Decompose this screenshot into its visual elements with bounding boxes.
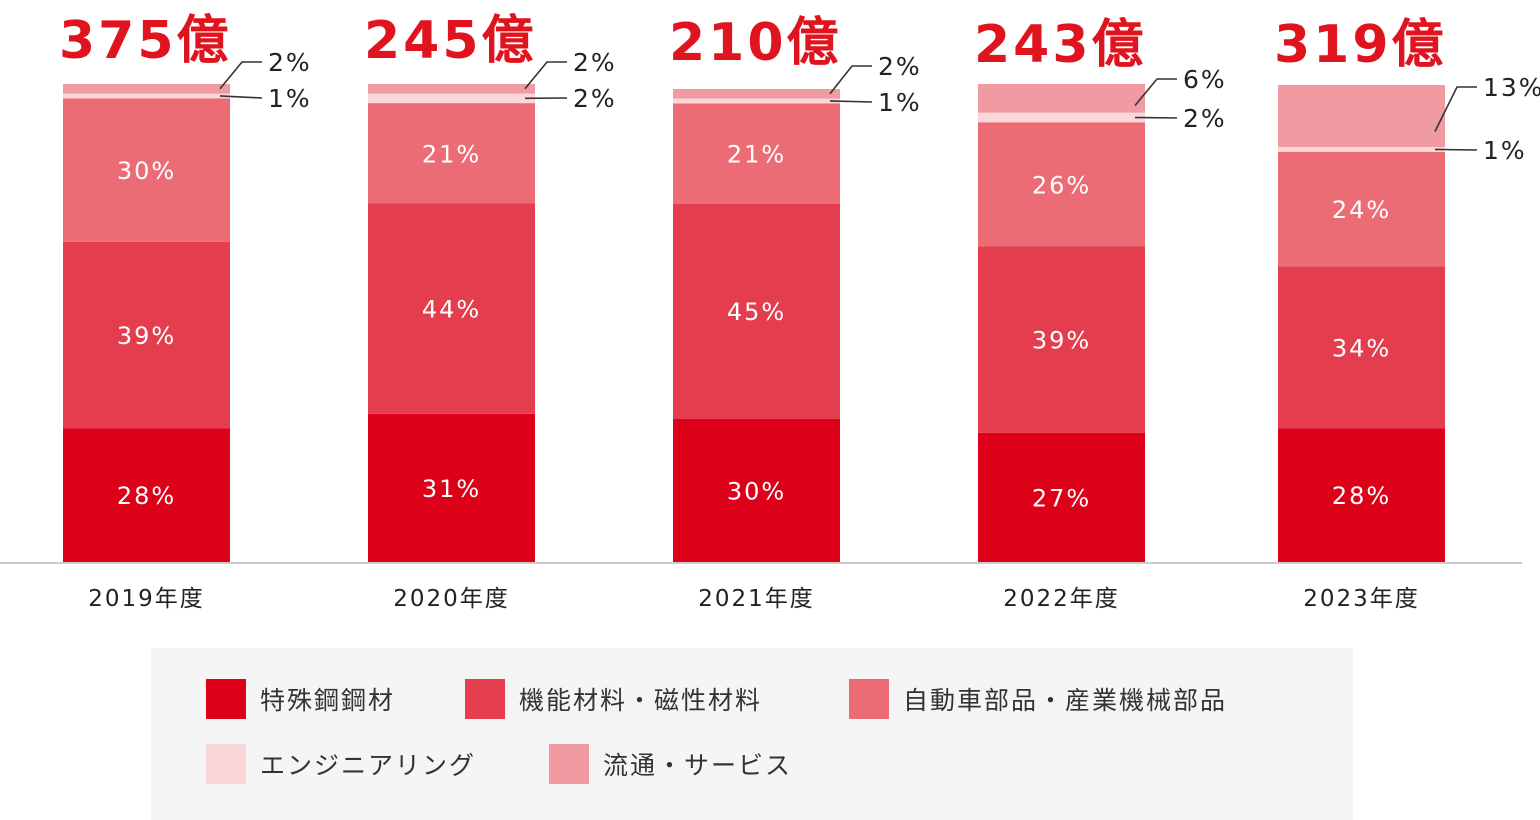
outside-value-label-engineering: 1% xyxy=(878,88,922,117)
bar-total-label: 375億 xyxy=(59,11,232,71)
segment-value-label: 24% xyxy=(1332,196,1391,224)
segment-value-label: 39% xyxy=(1032,327,1091,355)
legend-label: 機能材料・磁性材料 xyxy=(519,686,763,715)
legend: 特殊鋼鋼材 機能材料・磁性材料 自動車部品・産業機械部品 エンジニアリング 流通… xyxy=(151,648,1353,820)
bar-segment-distribution xyxy=(978,84,1145,113)
bar-segment-distribution xyxy=(368,84,535,94)
bar-total-label: 243億 xyxy=(974,15,1147,75)
bar-total-label: 210億 xyxy=(669,13,842,73)
bar-segment-engineering xyxy=(1278,147,1445,152)
x-tick-label: 2023年度 xyxy=(1303,586,1420,612)
segment-value-label: 44% xyxy=(422,296,481,324)
legend-swatch-special-steel xyxy=(206,679,246,719)
leader-line-engineering xyxy=(1434,148,1478,151)
bar-segment-distribution xyxy=(673,89,840,99)
segment-value-label: 45% xyxy=(727,298,786,326)
outside-value-label-distribution: 2% xyxy=(268,48,312,77)
leader-line-engineering xyxy=(1134,116,1178,119)
bar-segment-engineering xyxy=(63,93,230,99)
segment-value-label: 28% xyxy=(117,482,176,510)
bar-segment-engineering xyxy=(673,98,840,104)
bar-segment-auto_parts xyxy=(978,122,1145,247)
segment-value-label: 26% xyxy=(1032,171,1091,199)
bar-segment-distribution xyxy=(1278,85,1445,148)
bar-segment-functional_materials xyxy=(63,241,230,429)
legend-swatch-functional-materials xyxy=(465,679,505,719)
bar-segment-auto_parts xyxy=(368,103,535,204)
stacked-bar-chart: 28% 39% 30% 2% 1% 375億 2019年度 31% 44% 21% 2% 2% 245億… xyxy=(0,11,1540,612)
x-tick-label: 2022年度 xyxy=(1003,586,1120,612)
segment-value-label: 21% xyxy=(422,140,481,168)
bar-segment-special_steel xyxy=(1278,428,1445,562)
outside-value-label-engineering: 1% xyxy=(1483,136,1527,165)
legend-label: エンジニアリング xyxy=(260,751,477,780)
legend-label: 自動車部品・産業機械部品 xyxy=(903,686,1228,715)
legend-label: 特殊鋼鋼材 xyxy=(260,686,396,715)
bar-segment-distribution xyxy=(63,84,230,94)
outside-value-label-engineering: 2% xyxy=(573,84,617,113)
outside-value-label-distribution: 2% xyxy=(878,52,922,81)
outside-value-label-distribution: 13% xyxy=(1483,73,1540,102)
bar-segment-special_steel xyxy=(673,418,840,562)
legend-label: 流通・サービス xyxy=(603,751,793,780)
outside-value-label-engineering: 2% xyxy=(1183,104,1227,133)
segment-value-label: 21% xyxy=(727,141,786,169)
bar-segment-engineering xyxy=(368,93,535,104)
bar-segment-functional_materials xyxy=(978,246,1145,433)
leader-line-engineering xyxy=(219,95,263,99)
legend-item-functional-materials: 機能材料・磁性材料 xyxy=(465,679,762,719)
bar-segment-auto_parts xyxy=(63,98,230,242)
legend-item-special-steel: 特殊鋼鋼材 xyxy=(206,679,395,719)
x-tick-label: 2020年度 xyxy=(393,586,510,612)
legend-swatch-engineering xyxy=(206,744,246,784)
leader-line-distribution xyxy=(829,65,872,95)
leader-line-distribution xyxy=(219,61,262,90)
bar-segment-special_steel xyxy=(368,413,535,562)
legend-swatch-auto-parts xyxy=(849,679,889,719)
bar-segment-functional_materials xyxy=(1278,266,1445,429)
bar-segment-auto_parts xyxy=(1278,151,1445,267)
segment-value-label: 39% xyxy=(117,322,176,350)
legend-swatch-distribution xyxy=(549,744,589,784)
legend-item-distribution: 流通・サービス xyxy=(549,744,792,784)
segment-value-label: 28% xyxy=(1332,482,1391,510)
segment-value-label: 30% xyxy=(727,477,786,505)
leader-line-distribution xyxy=(1434,86,1477,132)
leader-line-distribution xyxy=(1134,78,1177,107)
bar-segment-functional_materials xyxy=(673,203,840,419)
x-tick-label: 2021年度 xyxy=(698,586,815,612)
legend-item-engineering: エンジニアリング xyxy=(206,744,476,784)
bar-total-label: 319億 xyxy=(1274,15,1447,75)
outside-value-label-distribution: 2% xyxy=(573,48,617,77)
bar-segment-engineering xyxy=(978,112,1145,123)
bar-segment-special_steel xyxy=(63,428,230,562)
outside-value-label-distribution: 6% xyxy=(1183,65,1227,94)
segment-value-label: 30% xyxy=(117,157,176,185)
legend-item-auto-parts: 自動車部品・産業機械部品 xyxy=(849,679,1227,719)
bar-segment-special_steel xyxy=(978,432,1145,562)
segment-value-label: 27% xyxy=(1032,485,1091,513)
bar-segment-auto_parts xyxy=(673,103,840,204)
outside-value-label-engineering: 1% xyxy=(268,84,312,113)
leader-line-distribution xyxy=(524,61,567,90)
bar-segment-functional_materials xyxy=(368,203,535,414)
bar-total-label: 245億 xyxy=(364,11,537,71)
segment-value-label: 34% xyxy=(1332,334,1391,362)
leader-line-engineering xyxy=(829,100,873,103)
segment-value-label: 31% xyxy=(422,475,481,503)
x-tick-label: 2019年度 xyxy=(88,586,205,612)
